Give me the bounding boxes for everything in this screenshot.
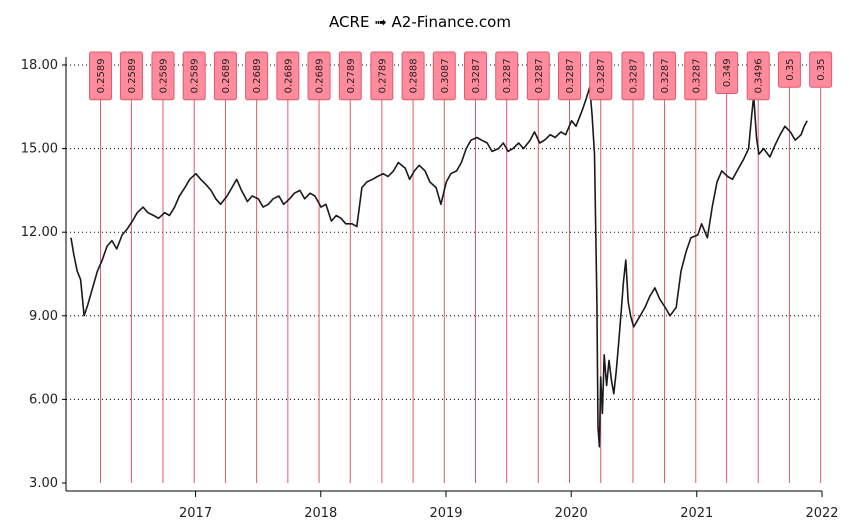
dividend-marker: 0.3287 — [684, 51, 708, 101]
dividend-label-box — [182, 51, 206, 101]
dividend-value-label: 0.3287 — [660, 58, 671, 93]
dividend-value-label: 0.3287 — [691, 58, 702, 93]
dividend-marker: 0.2789 — [338, 51, 362, 101]
y-tick-label: 3.00 — [29, 476, 58, 491]
dividend-label-box — [589, 51, 613, 101]
dividend-value-label: 0.3496 — [754, 58, 765, 93]
y-tick-label: 18.00 — [21, 58, 58, 73]
x-tick-label: 2018 — [304, 506, 337, 521]
dividend-label-box — [370, 51, 394, 101]
dividend-lines — [100, 78, 822, 483]
dividend-label-box — [245, 51, 269, 101]
dividend-label-box — [464, 51, 488, 101]
dividend-marker: 0.2589 — [119, 51, 143, 101]
dividend-label-box — [276, 51, 300, 101]
dividend-value-label: 0.2589 — [127, 58, 138, 93]
y-tick-label: 12.00 — [21, 225, 58, 240]
dividend-marker: 0.3287 — [495, 51, 519, 101]
dividend-label-box — [495, 51, 519, 101]
dividend-value-label: 0.3287 — [628, 58, 639, 93]
dividend-value-label: 0.2589 — [190, 58, 201, 93]
dividend-value-label: 0.2689 — [283, 58, 294, 93]
dividend-label-box — [558, 51, 582, 101]
dividend-marker: 0.2689 — [245, 51, 269, 101]
dividend-marker: 0.2888 — [401, 51, 425, 101]
dividend-marker: 0.3087 — [432, 51, 456, 101]
dividend-value-label: 0.3287 — [534, 58, 545, 93]
dividend-marker: 0.2689 — [213, 51, 237, 101]
dividend-value-label: 0.2689 — [315, 58, 326, 93]
axes: 3.00 6.00 9.00 12.00 15.00 18.00 2017 2018 2019 2… — [21, 57, 839, 521]
dividend-labels: 0.2589 0.2589 0.2589 0.2589 0.2689 0.2689 0.26… — [89, 51, 833, 101]
dividend-marker: 0.2589 — [182, 51, 206, 101]
x-tick-label: 2022 — [805, 506, 838, 521]
dividend-label-box — [715, 51, 739, 94]
dividend-marker: 0.35 — [809, 51, 833, 88]
dividend-label-box — [213, 51, 237, 101]
dividend-marker: 0.2589 — [151, 51, 175, 101]
dividend-marker: 0.3287 — [526, 51, 550, 101]
dividend-value-label: 0.3287 — [502, 58, 513, 93]
dividend-marker: 0.3287 — [558, 51, 582, 101]
dividend-marker: 0.3287 — [621, 51, 645, 101]
dividend-value-label: 0.3287 — [565, 58, 576, 93]
dividend-value-label: 0.2888 — [409, 58, 420, 93]
dividend-label-box — [684, 51, 708, 101]
price-series — [70, 86, 808, 448]
dividend-value-label: 0.2689 — [252, 58, 263, 93]
dividend-label-box — [307, 51, 331, 101]
dividend-label-box — [338, 51, 362, 101]
dividend-value-label: 0.2689 — [221, 58, 232, 93]
x-tick-label: 2019 — [429, 506, 462, 521]
dividend-value-label: 0.2789 — [377, 58, 388, 93]
dividend-value-label: 0.349 — [722, 58, 733, 87]
dividend-marker: 0.3496 — [746, 51, 770, 101]
dividend-value-label: 0.2589 — [96, 58, 107, 93]
dividend-value-label: 0.2789 — [346, 58, 357, 93]
y-tick-label: 6.00 — [29, 392, 58, 407]
dividend-label-box — [621, 51, 645, 101]
dividend-value-label: 0.2589 — [158, 58, 169, 93]
dividend-marker: 0.2689 — [276, 51, 300, 101]
dividend-value-label: 0.35 — [785, 58, 796, 80]
price-line — [70, 86, 808, 448]
y-tick-label: 9.00 — [29, 309, 58, 324]
dividend-label-box — [89, 51, 113, 101]
dividend-value-label: 0.3087 — [440, 58, 451, 93]
dividend-value-label: 0.35 — [816, 58, 827, 80]
y-tick-label: 15.00 — [21, 142, 58, 157]
dividend-label-box — [526, 51, 550, 101]
dividend-label-box — [777, 51, 801, 88]
dividend-label-box — [151, 51, 175, 101]
dividend-marker: 0.35 — [777, 51, 801, 88]
dividend-marker: 0.2789 — [370, 51, 394, 101]
dividend-label-box — [401, 51, 425, 101]
dividend-label-box — [119, 51, 143, 101]
chart-title: ACRE ➟ A2-Finance.com — [329, 13, 511, 31]
dividend-marker: 0.3287 — [589, 51, 613, 101]
dividend-marker: 0.3287 — [653, 51, 677, 101]
x-tick-label: 2021 — [680, 506, 713, 521]
dividend-marker: 0.3287 — [464, 51, 488, 101]
dividend-label-box — [746, 51, 770, 101]
dividend-value-label: 0.3287 — [471, 58, 482, 93]
x-tick-label: 2020 — [555, 506, 588, 521]
dividend-label-box — [653, 51, 677, 101]
dividend-marker: 0.2689 — [307, 51, 331, 101]
dividend-value-label: 0.3287 — [596, 58, 607, 93]
dividend-label-box — [809, 51, 833, 88]
x-tick-label: 2017 — [179, 506, 212, 521]
dividend-marker: 0.349 — [715, 51, 739, 94]
dividend-label-box — [432, 51, 456, 101]
dividend-marker: 0.2589 — [89, 51, 113, 101]
